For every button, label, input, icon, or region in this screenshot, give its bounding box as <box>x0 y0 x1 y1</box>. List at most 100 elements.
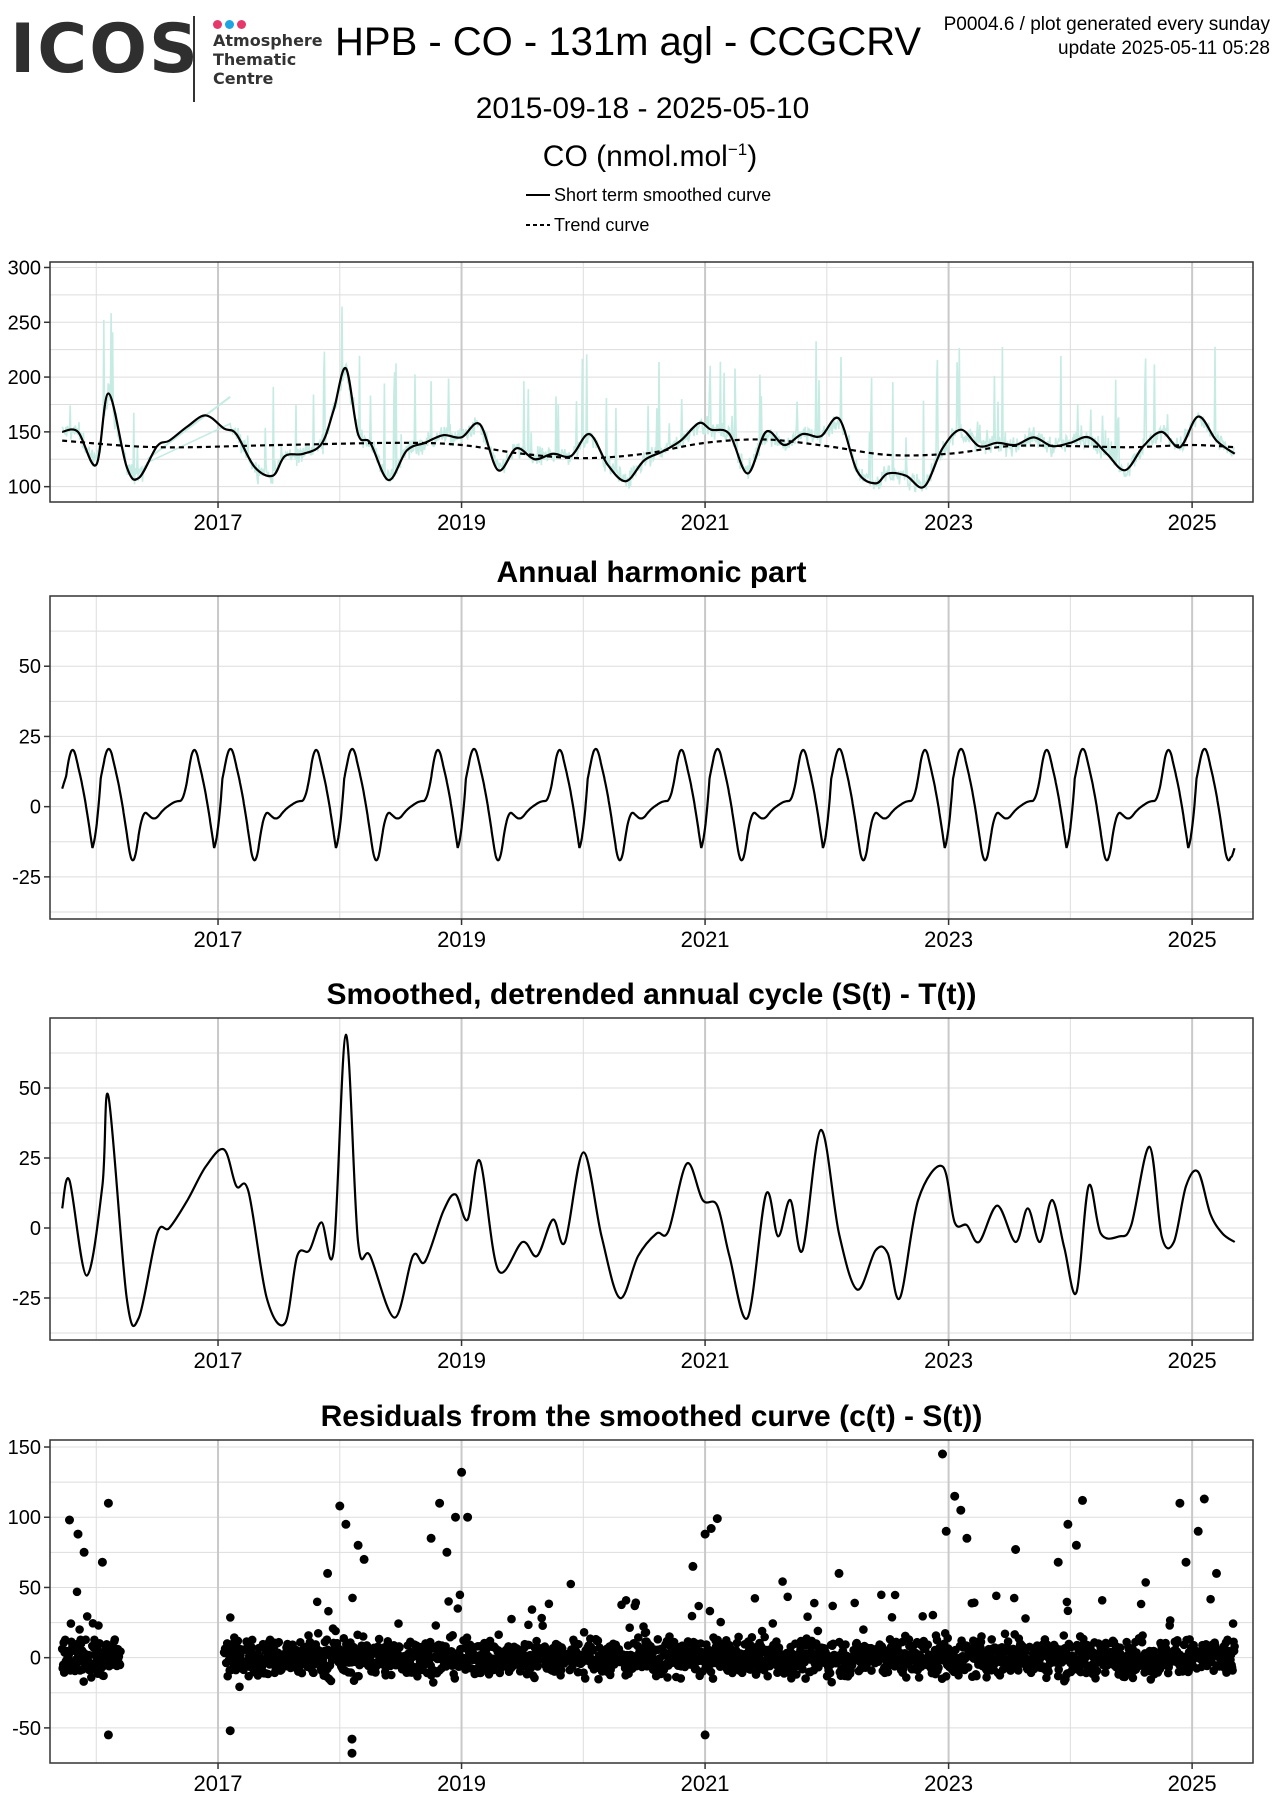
residual-outlier-point <box>1199 1494 1209 1504</box>
residual-point <box>580 1674 590 1683</box>
residual-point <box>810 1598 819 1608</box>
residual-point <box>982 1673 991 1682</box>
residual-outlier-point <box>463 1512 473 1522</box>
x-tick-label: 2021 <box>681 510 730 535</box>
dashed-line-icon <box>526 224 550 226</box>
residual-outlier-point <box>962 1533 972 1543</box>
legend-item-trend: Trend curve <box>525 210 771 240</box>
residual-outlier-point <box>451 1512 460 1522</box>
residual-point <box>641 1628 651 1637</box>
residual-point <box>1141 1578 1150 1587</box>
logo-divider <box>193 16 195 102</box>
residual-point <box>494 1630 504 1639</box>
chart-title: Residuals from the smoothed curve (c(t) … <box>321 1400 983 1433</box>
residual-point <box>972 1671 981 1681</box>
plot-frame <box>49 595 1254 920</box>
residual-point <box>631 1598 641 1607</box>
residual-point <box>1228 1666 1237 1675</box>
residual-point <box>362 1641 372 1650</box>
residual-point <box>987 1635 996 1644</box>
x-tick-label: 2025 <box>1168 1771 1217 1796</box>
residual-point <box>593 1636 603 1645</box>
chart-panel-2: Annual harmonic part -25 0 25 50 2017 2019 2021… <box>12 556 1254 952</box>
x-tick-label: 2017 <box>194 1771 243 1796</box>
residual-point <box>110 1635 120 1644</box>
residual-point <box>579 1628 589 1637</box>
y-tick-label: 150 <box>8 1437 41 1459</box>
residual-outlier-point <box>65 1515 74 1525</box>
residual-point <box>1021 1614 1030 1623</box>
residual-point <box>544 1599 554 1609</box>
x-tick-label: 2025 <box>1168 1348 1217 1373</box>
logo-line-2: Thematic <box>213 50 297 69</box>
y-tick-label: 150 <box>8 422 41 444</box>
residual-outlier-point <box>347 1748 357 1758</box>
residual-point <box>429 1678 438 1687</box>
logo-line-1: Atmosphere <box>213 31 323 50</box>
residual-outlier-point <box>335 1501 345 1511</box>
residual-outlier-point <box>1212 1568 1221 1578</box>
residual-point <box>1006 1666 1015 1675</box>
residual-point <box>566 1579 576 1589</box>
x-tick-label: 2023 <box>924 510 973 535</box>
residual-point <box>387 1670 396 1680</box>
chart-title: Annual harmonic part <box>496 556 806 589</box>
y-tick-label: 200 <box>8 367 41 389</box>
residual-point <box>87 1673 96 1682</box>
species-exponent: −1 <box>727 140 748 159</box>
residual-point <box>943 1633 952 1643</box>
residual-point <box>309 1668 318 1678</box>
residual-point <box>247 1643 256 1652</box>
x-tick-label: 2025 <box>1168 927 1217 952</box>
residual-point <box>81 1635 90 1644</box>
residual-point <box>507 1614 516 1624</box>
residual-point <box>79 1677 88 1686</box>
y-tick-label: -25 <box>12 1288 41 1310</box>
x-tick-label: 2017 <box>194 1348 243 1373</box>
date-range: 2015-09-18 - 2025-05-10 <box>475 92 810 125</box>
residual-point <box>235 1682 244 1692</box>
residual-point <box>716 1617 725 1627</box>
residual-outlier-point <box>1193 1526 1203 1536</box>
residual-point <box>1014 1666 1023 1675</box>
residual-point <box>72 1587 82 1597</box>
page-title: HPB - CO - 131m agl - CCGCRV <box>335 20 922 64</box>
residual-outlier-point <box>700 1529 710 1539</box>
update-timestamp: update 2025-05-11 05:28 <box>1058 38 1270 59</box>
residual-point <box>322 1635 332 1644</box>
residual-point <box>798 1664 807 1674</box>
x-tick-label: 2023 <box>924 1771 973 1796</box>
residual-point <box>621 1596 631 1605</box>
y-tick-label: 100 <box>8 1507 41 1529</box>
residual-point <box>1165 1616 1175 1625</box>
x-tick-label: 2023 <box>924 1348 973 1373</box>
residual-point <box>462 1633 472 1642</box>
residual-point <box>450 1674 460 1683</box>
residual-point <box>706 1667 716 1677</box>
residual-outlier-point <box>712 1514 722 1524</box>
residual-point <box>1173 1636 1182 1645</box>
residual-point <box>82 1612 92 1621</box>
residual-point <box>763 1671 772 1681</box>
residual-point <box>66 1619 76 1628</box>
residual-point <box>883 1667 893 1677</box>
residual-point <box>116 1647 125 1656</box>
chart-panel-3: Smoothed, detrended annual cycle (S(t) -… <box>12 978 1254 1373</box>
residual-outlier-point <box>688 1561 698 1571</box>
residual-point <box>992 1591 1001 1601</box>
residual-point <box>825 1668 835 1678</box>
species-close: ) <box>747 140 758 173</box>
legend: Short term smoothed curve Trend curve <box>525 180 771 240</box>
residual-point <box>653 1635 663 1644</box>
residual-outlier-point <box>359 1554 369 1564</box>
residual-point <box>1009 1593 1019 1603</box>
residual-outlier-point <box>225 1726 235 1736</box>
residual-point <box>1115 1643 1125 1652</box>
residual-point <box>574 1639 583 1649</box>
residual-point <box>954 1671 963 1680</box>
y-tick-label: 50 <box>19 1078 41 1100</box>
x-tick-label: 2021 <box>681 1348 730 1373</box>
residual-outlier-point <box>353 1540 363 1550</box>
residual-outlier-point <box>700 1730 710 1740</box>
